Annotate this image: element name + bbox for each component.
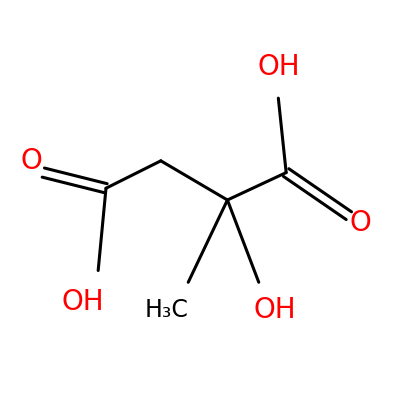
Text: O: O [21, 147, 42, 175]
Text: O: O [350, 210, 372, 238]
Text: OH: OH [253, 296, 296, 324]
Text: OH: OH [61, 288, 104, 316]
Text: OH: OH [257, 53, 300, 81]
Text: H₃C: H₃C [145, 298, 189, 322]
